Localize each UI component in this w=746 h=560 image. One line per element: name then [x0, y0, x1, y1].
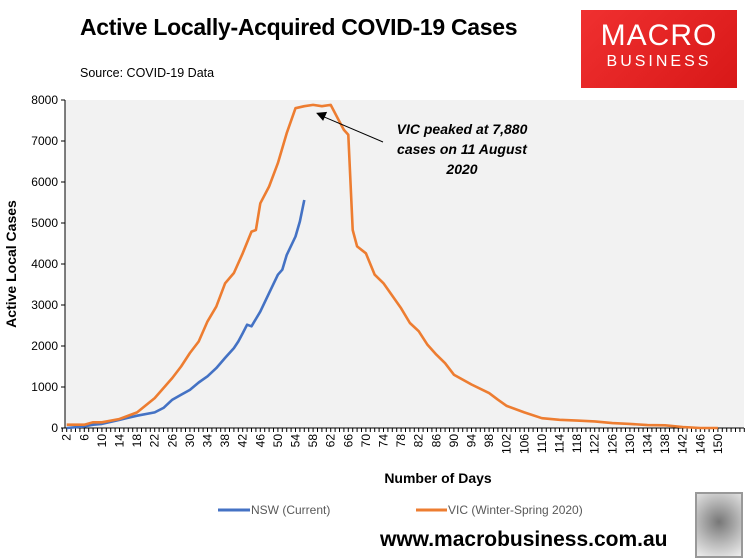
y-tick-label: 3000	[31, 298, 58, 312]
y-tick-label: 4000	[31, 257, 58, 271]
logo-line1: MACRO	[600, 19, 718, 52]
y-tick-label: 2000	[31, 339, 58, 353]
x-tick-label: 86	[429, 434, 443, 448]
x-tick-label: 34	[201, 434, 215, 448]
x-tick-label: 90	[447, 434, 461, 448]
x-tick-label: 54	[289, 434, 303, 448]
x-tick-label: 58	[306, 434, 320, 448]
chart-title: Active Locally-Acquired COVID-19 Cases	[80, 14, 518, 40]
annotation-arrow-line	[323, 116, 384, 143]
peak-annotation: VIC peaked at 7,880 cases on 11 August 202…	[316, 111, 528, 177]
x-axis-label: Number of Days	[384, 470, 492, 486]
y-tick-label: 8000	[31, 93, 58, 107]
y-tick-label: 1000	[31, 380, 58, 394]
x-axis: 2 6 10 14 18 22 26 30 34 38 42 46 50 54 58 62 66 70 74 78 82…	[60, 427, 745, 454]
legend-label-nsw: NSW (Current)	[251, 503, 330, 517]
x-tick-label: 82	[412, 434, 426, 448]
x-tick-label: 106	[517, 434, 531, 454]
wolf-logo-image	[695, 492, 743, 558]
x-tick-label: 150	[711, 434, 725, 454]
series-line-vic	[66, 103, 718, 430]
y-axis: 0 1000 2000 3000 4000 5000 6000 7000 8000	[31, 93, 66, 435]
x-tick-label: 6	[77, 434, 91, 441]
x-tick-label: 102	[500, 434, 514, 454]
x-tick-label: 126	[605, 434, 619, 454]
logo-line2: BUSINESS	[606, 53, 712, 70]
legend-label-vic: VIC (Winter-Spring 2020)	[448, 503, 583, 517]
series-lines	[66, 103, 718, 430]
y-tick-label: 7000	[31, 134, 58, 148]
x-tick-label: 130	[623, 434, 637, 454]
x-tick-label: 146	[693, 434, 707, 454]
y-axis-label: Active Local Cases	[3, 200, 19, 328]
x-tick-label: 134	[641, 434, 655, 454]
x-tick-label: 94	[465, 434, 479, 448]
chart-subtitle: Source: COVID-19 Data	[80, 66, 215, 80]
x-tick-label: 62	[324, 434, 338, 448]
x-tick-label: 26	[165, 434, 179, 448]
x-tick-label: 2	[60, 434, 74, 441]
x-tick-label: 114	[553, 434, 567, 453]
x-tick-label: 74	[377, 434, 391, 448]
annotation-arrowhead-icon	[316, 111, 328, 121]
x-tick-label: 78	[394, 434, 408, 448]
x-tick-label: 138	[658, 434, 672, 454]
y-tick-label: 0	[51, 421, 58, 435]
x-tick-label: 122	[588, 434, 602, 454]
x-tick-label: 46	[253, 434, 267, 448]
x-tick-label: 38	[218, 434, 232, 448]
annotation-text-line: VIC peaked at 7,880	[397, 121, 528, 137]
x-tick-label: 42	[236, 434, 250, 448]
annotation-text-line: 2020	[445, 161, 477, 177]
y-tick-label: 5000	[31, 216, 58, 230]
annotation-text-line: cases on 11 August	[397, 141, 528, 157]
x-tick-label: 14	[113, 434, 127, 448]
x-tick-label: 50	[271, 434, 285, 448]
website-url: www.macrobusiness.com.au	[380, 528, 668, 551]
x-tick-label: 66	[341, 434, 355, 448]
x-tick-label: 22	[148, 434, 162, 448]
plot-area	[65, 100, 744, 428]
x-tick-label: 98	[482, 434, 496, 448]
x-tick-label: 10	[95, 434, 109, 448]
legend: NSW (Current) VIC (Winter-Spring 2020)	[218, 503, 583, 517]
x-tick-label: 110	[535, 434, 549, 453]
series-line-nsw	[66, 199, 306, 430]
x-tick-label: 118	[570, 434, 584, 453]
macrobusiness-logo: MACRO BUSINESS	[581, 10, 737, 88]
x-tick-label: 30	[183, 434, 197, 448]
x-tick-label: 70	[359, 434, 373, 448]
y-tick-label: 6000	[31, 175, 58, 189]
x-tick-label: 18	[130, 434, 144, 448]
x-tick-label: 142	[676, 434, 690, 454]
